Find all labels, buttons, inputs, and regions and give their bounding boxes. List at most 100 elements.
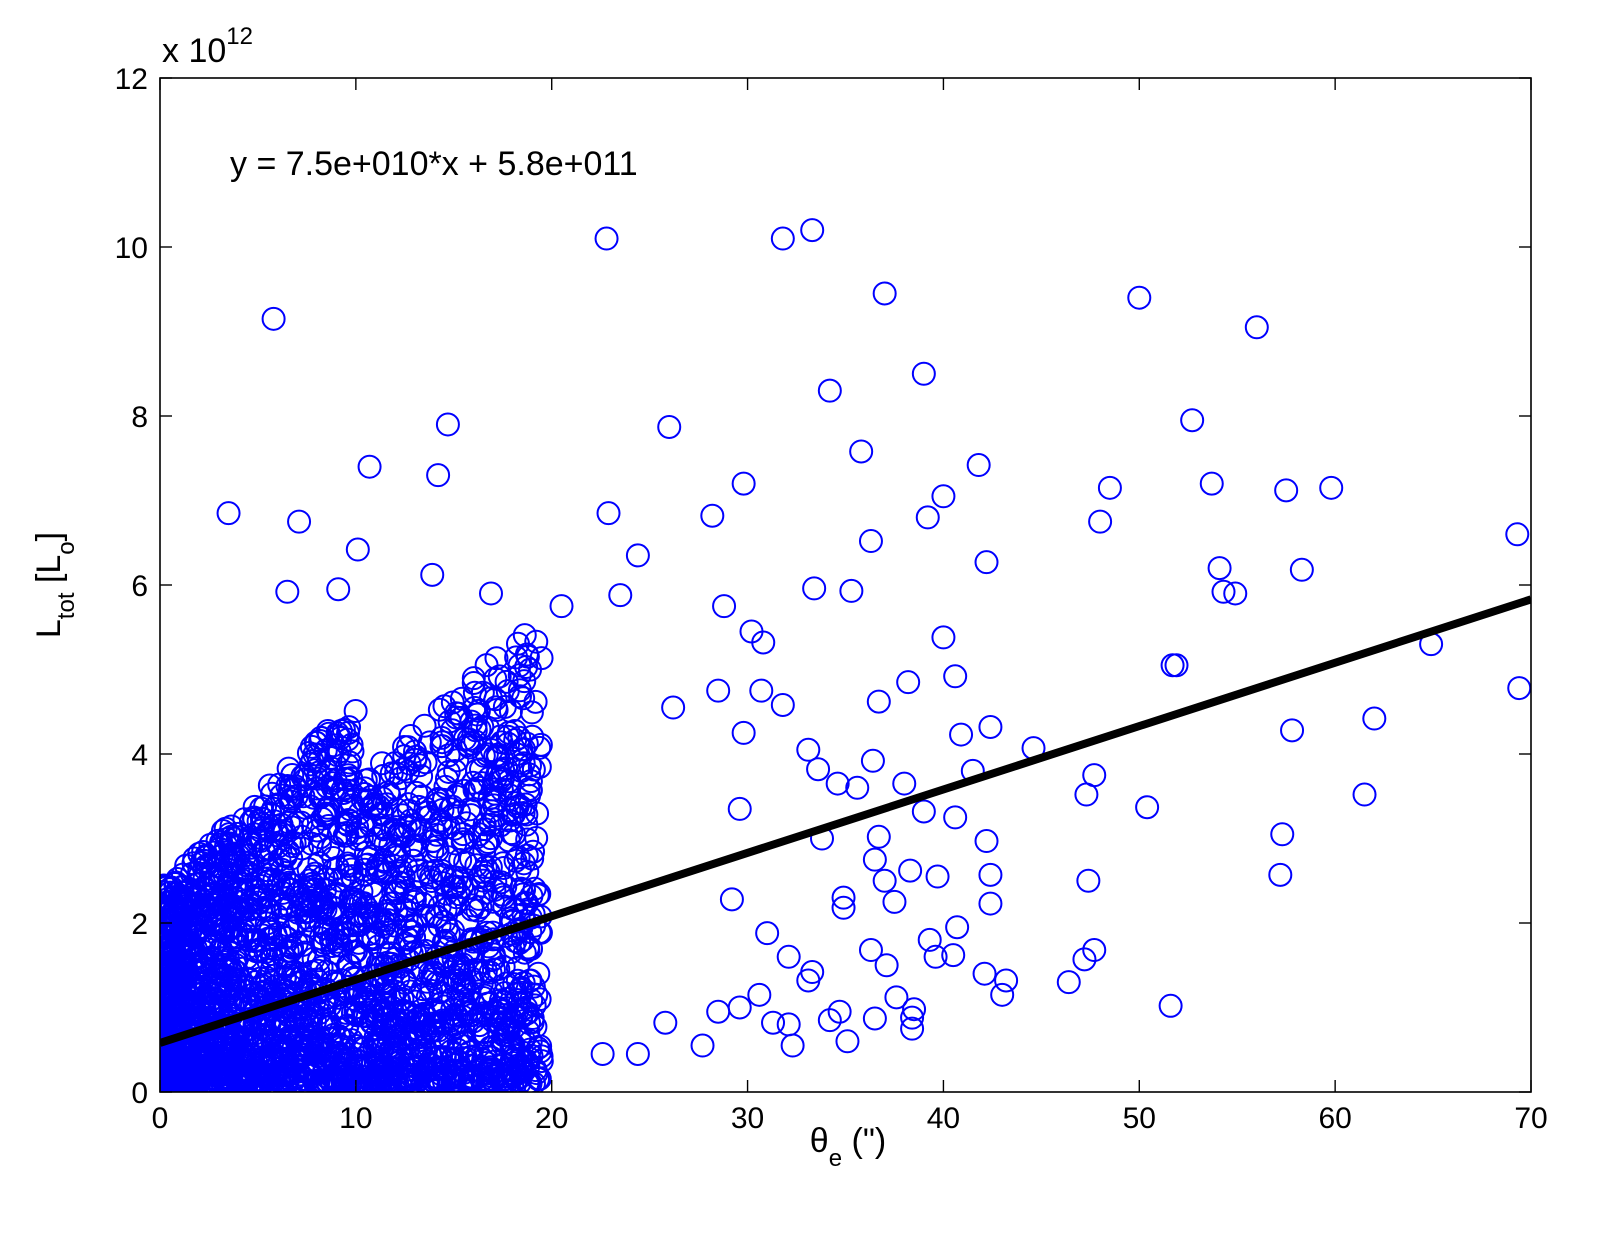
data-point — [884, 985, 909, 1010]
data-point — [849, 439, 874, 464]
data-point — [194, 1044, 219, 1069]
data-point — [483, 788, 508, 813]
data-point — [315, 1015, 340, 1040]
data-point — [399, 1063, 424, 1088]
data-point — [518, 1037, 543, 1062]
data-point — [802, 576, 827, 601]
data-point — [511, 686, 536, 711]
data-point — [211, 950, 236, 975]
data-point — [254, 972, 279, 997]
data-point — [393, 931, 418, 956]
data-point — [451, 952, 476, 977]
data-point — [242, 970, 267, 995]
data-point — [509, 1057, 534, 1082]
data-point — [466, 886, 491, 911]
data-point — [337, 750, 362, 775]
data-point — [511, 737, 536, 762]
data-point — [590, 1041, 615, 1066]
data-point — [440, 864, 465, 889]
data-point — [657, 414, 682, 439]
data-point — [483, 1062, 508, 1087]
data-point — [264, 934, 289, 959]
data-point — [860, 748, 885, 773]
data-point — [435, 845, 460, 870]
data-point — [494, 669, 519, 694]
data-point — [449, 1008, 474, 1033]
data-point — [170, 964, 195, 989]
data-point — [403, 739, 428, 764]
data-point — [943, 664, 968, 689]
data-point — [858, 529, 883, 554]
data-point — [215, 876, 240, 901]
data-point — [160, 1070, 174, 1092]
data-point — [352, 862, 377, 887]
data-point — [459, 1064, 484, 1089]
data-point — [511, 971, 536, 996]
data-point — [931, 484, 956, 509]
data-point — [283, 776, 308, 801]
data-point — [435, 412, 460, 437]
data-point — [594, 226, 619, 251]
data-point — [468, 895, 493, 920]
data-point — [484, 646, 509, 671]
data-point — [423, 1055, 448, 1080]
data-point — [478, 581, 503, 606]
data-point — [345, 537, 370, 562]
data-point — [1505, 522, 1530, 547]
data-point — [719, 887, 744, 912]
data-point — [1270, 822, 1295, 847]
data-point — [437, 709, 462, 734]
data-point — [349, 826, 374, 851]
data-point — [425, 904, 450, 929]
data-point — [450, 822, 475, 847]
data-point — [872, 868, 897, 893]
data-point — [495, 724, 520, 749]
data-point — [1074, 782, 1099, 807]
data-point — [160, 1062, 176, 1087]
data-point — [911, 799, 936, 824]
data-point — [170, 907, 195, 932]
data-point — [262, 937, 287, 962]
data-point — [727, 796, 752, 821]
data-point — [160, 1007, 177, 1032]
data-point — [314, 758, 339, 783]
data-point — [470, 680, 495, 705]
data-point — [653, 1010, 678, 1035]
data-point — [475, 991, 500, 1016]
data-point — [211, 918, 236, 943]
data-point — [315, 718, 340, 743]
data-point — [312, 916, 337, 941]
data-point — [310, 896, 335, 921]
data-point — [163, 895, 188, 920]
data-point — [175, 923, 200, 948]
data-point — [502, 972, 527, 997]
data-point — [385, 1051, 410, 1076]
data-point — [1289, 557, 1314, 582]
data-point — [347, 944, 372, 969]
data-point — [923, 944, 948, 969]
data-point — [896, 670, 921, 695]
data-point — [460, 731, 485, 756]
y-tick-label: 10 — [115, 232, 148, 265]
data-point — [234, 853, 259, 878]
y-axis-label: Ltot [Lo] — [30, 532, 80, 638]
data-point — [498, 699, 523, 724]
data-point — [233, 843, 258, 868]
data-point — [519, 936, 544, 961]
data-point — [417, 1011, 442, 1036]
data-point — [449, 991, 474, 1016]
data-point — [278, 895, 303, 920]
data-point — [1072, 947, 1097, 972]
data-point — [295, 1007, 320, 1032]
data-point — [335, 727, 360, 752]
data-point — [978, 714, 1003, 739]
data-point — [430, 730, 455, 755]
data-point — [831, 885, 856, 910]
data-point — [525, 801, 550, 826]
data-point — [268, 1039, 293, 1064]
data-point — [917, 927, 942, 952]
data-point — [941, 943, 966, 968]
data-point — [882, 889, 907, 914]
data-point — [237, 897, 262, 922]
data-point — [515, 644, 540, 669]
